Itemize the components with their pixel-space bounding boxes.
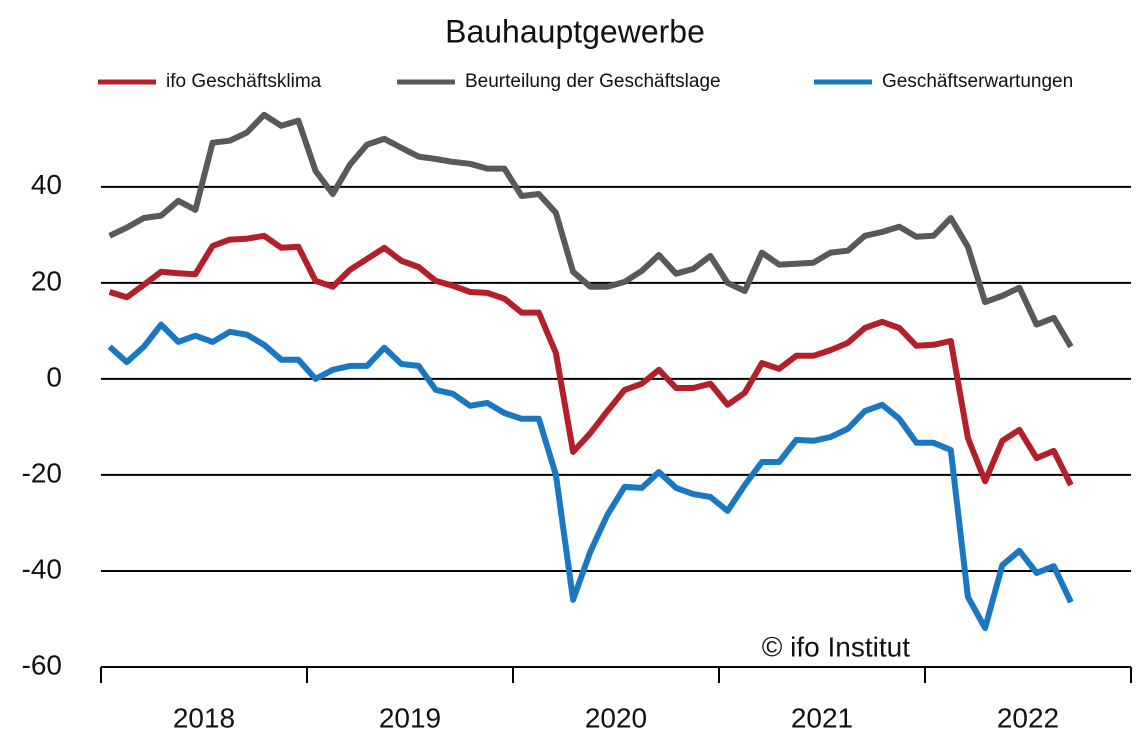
y-tick-label: -20 [22, 457, 62, 488]
y-tick-label: 0 [46, 361, 62, 392]
x-tick-label: 2020 [585, 702, 647, 733]
y-tick-label: 40 [31, 169, 62, 200]
annotation: © ifo Institut [762, 631, 910, 662]
x-tick-label: 2021 [791, 702, 853, 733]
x-tick-label: 2022 [997, 702, 1059, 733]
x-tick-label: 2019 [379, 702, 441, 733]
series-line [107, 321, 1074, 632]
y-tick-label: -60 [22, 649, 62, 680]
legend-label: Beurteilung der Geschäftslage [465, 71, 721, 92]
series-line [108, 232, 1074, 487]
y-tick-label: 20 [31, 265, 62, 296]
x-tick-label: 2018 [173, 702, 235, 733]
series-line [108, 111, 1074, 349]
legend-label: Geschäftserwartungen [882, 71, 1073, 92]
legend-label: ifo Geschäftsklima [166, 71, 322, 92]
y-tick-label: -40 [22, 553, 62, 584]
chart-title: Bauhauptgewerbe [445, 13, 705, 49]
